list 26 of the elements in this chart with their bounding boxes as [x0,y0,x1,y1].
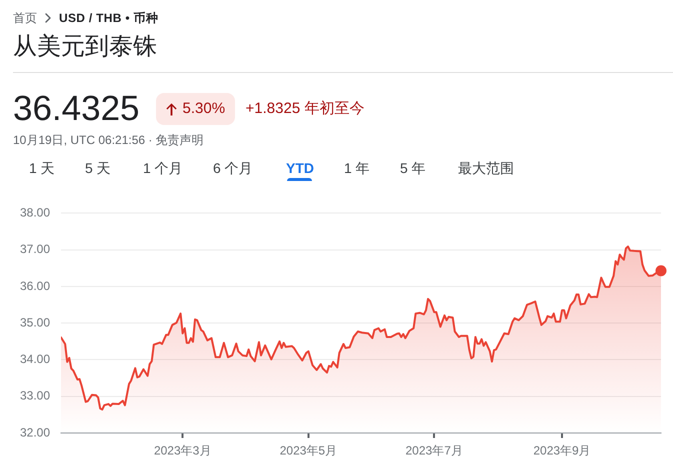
y-tick-label: 37.00 [20,242,50,256]
chart-title: 从美元到泰铢 [13,33,157,61]
y-tick-label: 34.00 [20,352,50,366]
text: +1.8325 年初至今 [246,100,364,118]
text: 36.4325 [13,89,140,129]
x-tick-label: 2023年7月 [406,444,463,458]
text: 6 个月 [213,160,253,176]
text: 5.30% [182,100,226,118]
x-tick-label: 2023年9月 [533,444,591,458]
text: 5 天 [85,160,111,176]
text: 最大范围 [458,160,514,176]
y-tick-label: 36.00 [20,278,50,293]
y-tick-label: 33.00 [20,388,50,403]
text: 5 年 [400,160,426,176]
text: 1 年 [344,160,370,176]
text: USD / THB • 币种 [59,10,158,26]
text: 首页 [13,10,37,26]
text: 1 个月 [143,160,183,176]
x-tick-label: 2023年3月 [154,444,212,458]
text: 10月19日, UTC 06:21:56 · 免责声明 [13,132,204,148]
x-tick-label: 2023年5月 [280,444,338,458]
text: 1 天 [29,160,55,176]
y-tick-label: 35.00 [20,315,50,330]
text: YTD [286,160,314,176]
y-tick-label: 32.00 [20,425,50,440]
y-tick-label: 38.00 [20,206,50,220]
